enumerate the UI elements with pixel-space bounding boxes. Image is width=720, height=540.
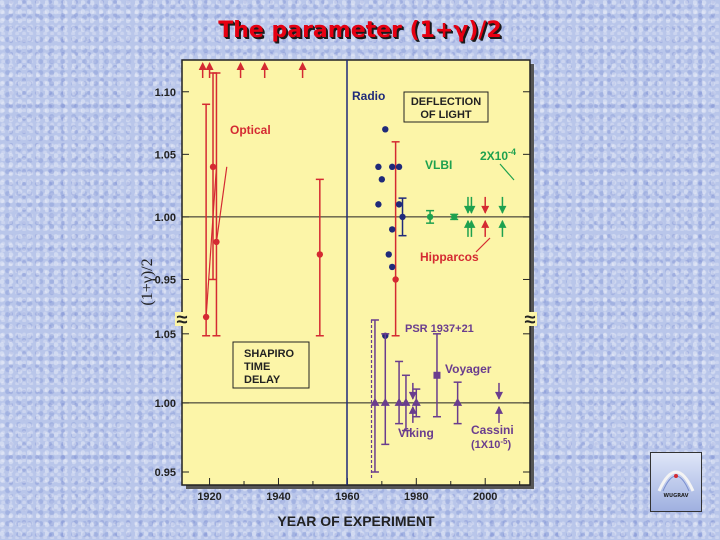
deflection-title-box [403, 91, 489, 123]
shapiro-ytick-label: 0.95 [155, 467, 176, 479]
deflection-ytick-label: 1.10 [155, 87, 176, 99]
optical-lower-limit-arrowhead [260, 62, 269, 70]
voyager-point [453, 397, 463, 406]
shapiro-ytick-label: 1.00 [155, 398, 176, 410]
optical-point [316, 251, 324, 258]
psr-1937-21-point [433, 371, 441, 379]
slide-title: The parameter (1+γ)/2 [218, 18, 502, 43]
annotation-cassini: Cassini [471, 423, 514, 437]
annotation-psr: PSR 1937+21 [405, 323, 474, 335]
deflection-ytick-label: 0.95 [155, 274, 176, 286]
optical-point [209, 163, 217, 171]
viking-point [380, 397, 390, 406]
shapiro-title-line: DELAY [244, 374, 281, 386]
viking-bound-upper [408, 391, 417, 400]
optical-lower-limit-arrowhead [236, 62, 245, 70]
shapiro-title-line: TIME [244, 361, 270, 373]
radio-point [395, 163, 403, 171]
viking-point [394, 397, 404, 406]
logo-label: WUGRAV [663, 493, 689, 499]
annotation-cassini-exponent: -5 [500, 437, 508, 446]
radio-point [382, 126, 389, 133]
axis-break-mask-left [175, 312, 189, 326]
annotation-pointer [499, 163, 515, 181]
vlbi-bound-lower [467, 219, 476, 228]
radio-point [378, 176, 386, 183]
annotation-2x10-4: 2X10-4 [480, 147, 516, 163]
x-axis-label: YEAR OF EXPERIMENT [277, 513, 435, 529]
vlbi-bound-upper [467, 205, 476, 214]
optical-connector [215, 166, 228, 243]
radio-point [385, 251, 392, 258]
deflection-title-line: DEFLECTION [411, 96, 481, 108]
xtick-label: 1940 [266, 491, 290, 503]
xtick-label: 1980 [404, 491, 428, 503]
viking-point [401, 397, 411, 406]
optical-connector [205, 166, 218, 318]
radio-point [388, 226, 396, 233]
xtick-label: 1960 [335, 491, 359, 503]
hipparcos-bound-lower [481, 219, 490, 228]
optical-lower-limit-arrowhead [298, 62, 307, 70]
shapiro-ytick-label: 1.05 [155, 329, 176, 341]
vlbi-point [426, 213, 434, 221]
wugrav-logo: WUGRAV [650, 452, 702, 512]
xtick-label: 1920 [197, 491, 221, 503]
annotation-viking: Viking [398, 426, 434, 440]
radio-point [375, 163, 382, 171]
radio-point [375, 201, 382, 208]
vlbi-point [450, 213, 458, 221]
axis-break-right: ≈ [525, 309, 536, 331]
shapiro-title-line: SHAPIRO [244, 348, 295, 360]
vlbi-bound-lower [498, 219, 507, 228]
annotation-pointer [475, 237, 491, 253]
axis-break-mask-right [523, 312, 537, 326]
deflection-ytick-label: 1.05 [155, 149, 176, 161]
optical-point [392, 276, 399, 283]
viking-bound-lower [408, 405, 417, 414]
xtick-label: 2000 [473, 491, 497, 503]
y-axis-label: (1+γ)/2 [139, 258, 156, 305]
deflection-ytick-label: 1.00 [155, 212, 176, 224]
annotation-2x10-4-exponent: -4 [508, 147, 516, 157]
plot-area [181, 59, 531, 486]
shapiro-title-box [232, 341, 310, 389]
optical-lower-limit-arrowhead [198, 62, 207, 70]
viking-point [411, 397, 421, 406]
annotation-hipparcos: Hipparcos [420, 250, 479, 264]
annotation-radio: Radio [352, 89, 385, 103]
radio-point [388, 163, 396, 171]
annotation-cassini-close: ) [507, 439, 511, 451]
radio-point [388, 263, 396, 271]
cassini-bound-upper [494, 391, 503, 400]
annotation-optical: Optical [230, 123, 271, 137]
annotation-vlbi: VLBI [425, 158, 452, 172]
radio-point [395, 201, 403, 208]
vlbi-bound-upper [498, 205, 507, 214]
viking-point [370, 397, 380, 406]
deflection-title-line: OF LIGHT [420, 109, 472, 121]
arch-star-icon [657, 470, 695, 492]
axis-break-left: ≈ [177, 309, 188, 331]
radio-point [399, 213, 406, 221]
cassini-bound-lower [494, 405, 503, 414]
hipparcos-bound-upper [481, 205, 490, 214]
annotation-voyager: Voyager [445, 362, 492, 376]
optical-lower-limit-arrowhead [205, 62, 214, 70]
